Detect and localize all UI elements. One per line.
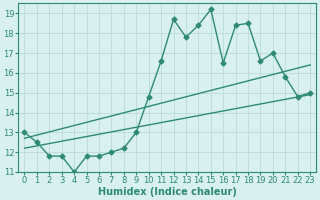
X-axis label: Humidex (Indice chaleur): Humidex (Indice chaleur)	[98, 187, 237, 197]
